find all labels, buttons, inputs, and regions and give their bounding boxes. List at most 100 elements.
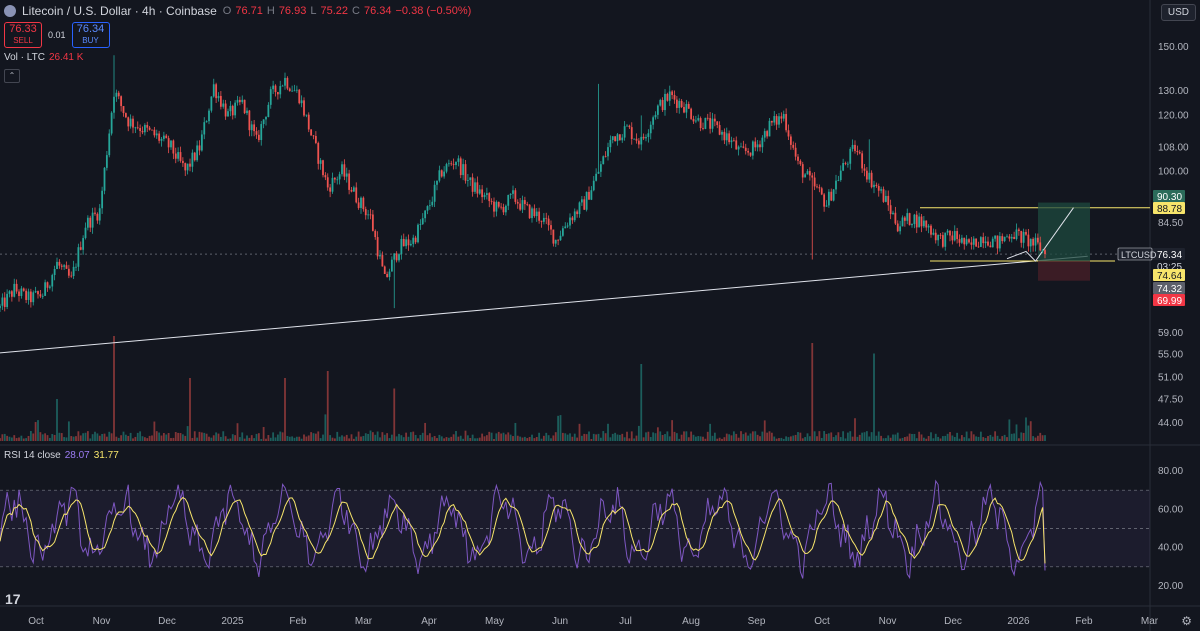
candle-body [754,141,757,148]
candle-body [381,255,384,267]
candle-body [1022,231,1025,243]
volume-bar [621,433,624,441]
time-tick-label: Mar [1141,616,1159,627]
candle-body [687,103,690,109]
currency-selector[interactable]: USD [1160,4,1196,21]
candle-body [514,190,517,202]
volume-bar [219,436,222,441]
candle-body [198,145,201,151]
volume-bar [564,433,567,441]
rsi-tick-label: 20.00 [1158,581,1183,592]
price-tick-label: 44.00 [1158,418,1183,429]
candle-body [250,124,253,131]
volume-bar [915,438,918,441]
price-tick-label: 84.50 [1158,218,1183,229]
price-tick-label: 130.00 [1158,86,1189,97]
candle-body [709,118,712,129]
volume-bar [963,437,966,441]
candle-body [922,220,925,227]
candle-body [136,127,139,129]
volume-bar [652,432,655,441]
trendline-drawing[interactable] [0,207,1150,354]
symbol-title[interactable]: Litecoin / U.S. Dollar · 4h · Coinbase [22,4,217,18]
volume-bar [1025,417,1027,441]
candle-body [193,152,196,161]
volume-bar [647,431,650,441]
volume-bar [927,436,930,441]
volume-bar [37,420,39,441]
candle-body [982,237,985,244]
candle-body [804,174,807,178]
volume-bar [288,436,291,441]
tradingview-logo[interactable]: 17 [5,591,21,607]
collapse-legend-button[interactable]: ⌃ [4,69,20,83]
candle-body [583,199,586,210]
candle-body [742,146,745,148]
volume-bar [939,438,942,441]
volume-bar [640,364,643,441]
volume-bar [732,431,735,441]
volume-bar [243,438,246,441]
candle-body [326,177,329,188]
candle-body [761,137,764,148]
candle-body [507,194,510,206]
volume-bar [692,434,695,441]
volume-bar [56,399,58,441]
buy-button[interactable]: 76.34 BUY [71,22,110,48]
sell-button[interactable]: 76.33 SELL [4,22,42,48]
volume-bar [756,434,759,441]
candle-body [896,223,899,232]
volume-bar [1022,432,1025,441]
candle-body [858,152,861,154]
volume-bar [181,434,184,441]
candle-body [611,136,614,141]
volume-bar [951,435,954,441]
volume-bar [172,437,175,441]
volume-bar [355,436,358,441]
price-label: 69.99 [1157,296,1182,307]
candle-body [666,93,669,101]
gear-icon[interactable]: ⚙ [1181,614,1192,628]
candle-body [0,305,1,309]
candle-body [813,177,816,187]
candle-body [122,106,125,114]
candle-body [303,100,305,116]
volume-bar [944,435,947,441]
volume-bar [146,438,149,441]
volume-bar [203,432,206,441]
candle-body [319,160,322,164]
volume-bar [60,433,63,441]
candle-body [186,163,189,171]
candle-body [561,228,564,236]
candle-body [516,201,519,204]
candle-body [94,212,96,214]
candle-body [407,239,410,246]
volume-bar [953,436,956,441]
volume-bar [457,436,460,441]
rsi-label: RSI 14 close [4,450,61,461]
candle-body [27,291,30,300]
candle-body [37,291,39,295]
volume-bar [675,433,678,441]
candle-body [165,135,168,139]
volume-bar [48,437,51,441]
volume-bar [649,437,652,441]
volume-bar [989,434,992,441]
time-tick-label: Mar [355,616,373,627]
candle-body [262,119,265,125]
volume-bar [799,432,802,441]
candle-body [730,140,733,143]
candle-body [139,128,142,132]
volume-bar [616,434,619,441]
candle-body [816,186,818,188]
candle-body [91,212,94,228]
price-label-bg [1153,269,1185,281]
candle-body [882,189,885,202]
volume-bar [725,433,728,441]
long-position-tool[interactable] [1006,202,1090,281]
candle-body [110,112,113,134]
candle-body [637,140,640,145]
candle-body [440,170,443,177]
candle-body [6,293,9,307]
